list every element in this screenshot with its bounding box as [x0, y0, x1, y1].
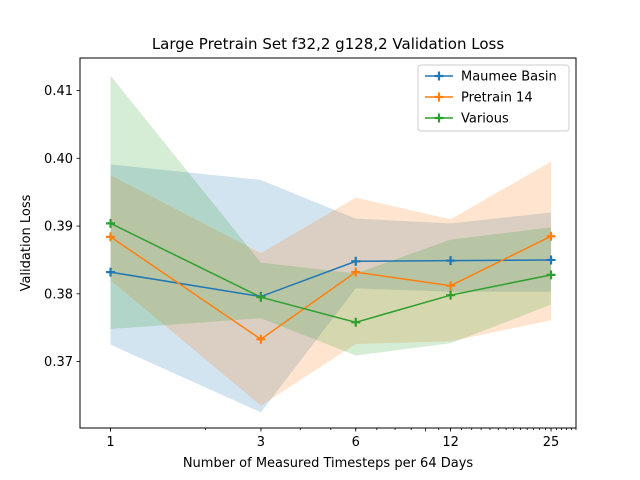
plot-area-frame — [79, 57, 577, 429]
x-axis-ticks: 1 3 6 12 25 — [106, 428, 577, 450]
x-tick-label-2: 6 — [352, 435, 360, 450]
chart-title: Large Pretrain Set f32,2 g128,2 Validati… — [152, 35, 505, 53]
data-point-0-2 — [351, 256, 361, 266]
data-point-1-0 — [106, 232, 116, 242]
legend-label-0: Maumee Basin — [461, 70, 557, 85]
x-tick-label-0: 1 — [106, 435, 114, 450]
y-tick-label-3: 0.40 — [44, 152, 73, 167]
y-tick-label-2: 0.39 — [44, 220, 73, 235]
legend-label-1: Pretrain 14 — [461, 91, 533, 106]
data-point-1-3 — [446, 281, 456, 291]
legend: Maumee Basin Pretrain 14 Various — [417, 64, 570, 132]
confidence-band-0 — [110, 164, 552, 413]
confidence-band-1 — [110, 161, 552, 406]
confidence-band-2 — [110, 75, 552, 356]
y-tick-label-1: 0.38 — [44, 287, 73, 302]
data-point-2-4 — [546, 270, 556, 280]
legend-marker-0 — [434, 71, 444, 81]
y-axis-label: Validation Loss — [19, 194, 34, 291]
data-point-2-2 — [351, 317, 361, 327]
legend-marker-1 — [434, 92, 444, 102]
data-point-2-0 — [106, 218, 116, 228]
data-point-1-4 — [546, 231, 556, 241]
series-markers — [106, 218, 556, 344]
y-tick-label-0: 0.37 — [44, 355, 73, 370]
data-point-1-1 — [256, 334, 266, 344]
data-point-1-2 — [351, 267, 361, 277]
legend-marker-2 — [434, 113, 444, 123]
x-tick-label-3: 12 — [442, 435, 459, 450]
y-axis-ticks: 0.37 0.38 0.39 0.40 0.41 — [44, 84, 80, 370]
data-point-0-4 — [546, 255, 556, 265]
x-tick-label-4: 25 — [543, 435, 560, 450]
x-axis-label: Number of Measured Timesteps per 64 Days — [183, 456, 474, 471]
data-point-0-0 — [106, 267, 116, 277]
confidence-bands — [110, 75, 552, 413]
data-point-2-1 — [256, 292, 266, 302]
x-tick-label-1: 3 — [257, 435, 265, 450]
data-point-0-3 — [446, 256, 456, 266]
y-tick-label-4: 0.41 — [44, 84, 73, 99]
legend-label-2: Various — [461, 112, 509, 127]
legend-box — [417, 64, 570, 132]
data-point-2-3 — [446, 290, 456, 300]
